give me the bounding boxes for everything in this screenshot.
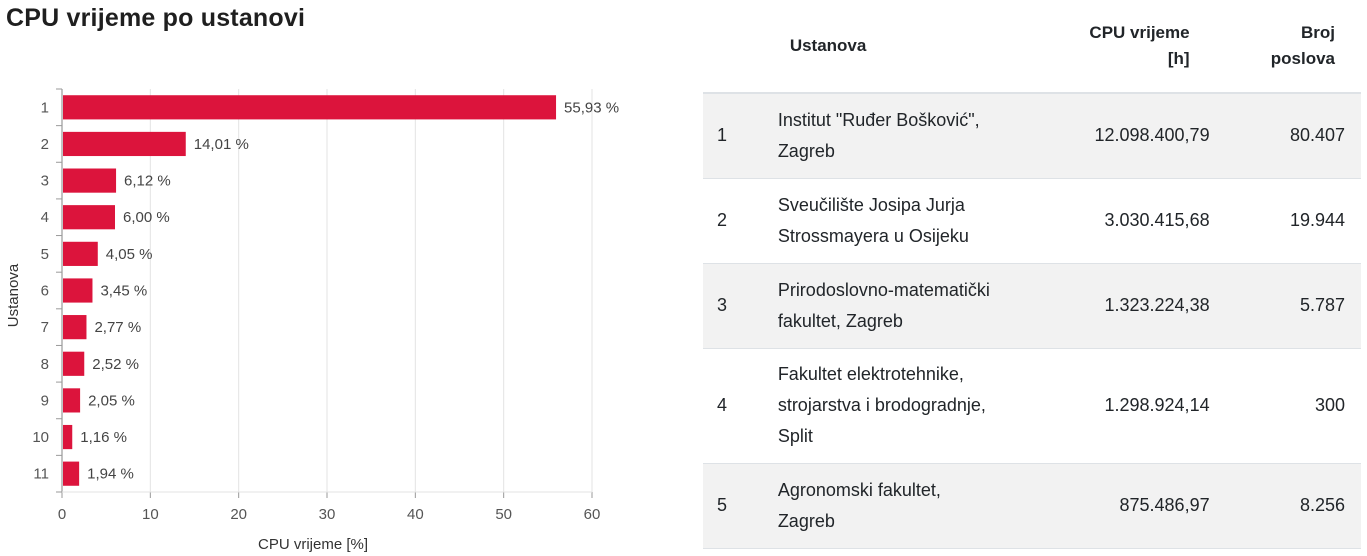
y-tick-label: 1 bbox=[41, 99, 49, 116]
bar-value-label: 1,16 % bbox=[80, 429, 127, 446]
header-cpu-time[interactable]: CPU vrijeme [h] bbox=[1039, 0, 1210, 94]
institution-name-line2: strojarstva i brodogradnje, bbox=[777, 395, 986, 415]
institution-name: Prirodoslovno-matematički fakultet, Zagre… bbox=[777, 263, 1040, 349]
cpu-time-value: 875.486,97 bbox=[1039, 463, 1210, 549]
row-rank: 1 bbox=[703, 93, 778, 179]
bar[interactable] bbox=[63, 205, 115, 230]
y-tick-label: 2 bbox=[41, 136, 49, 153]
job-count-value: 19.944 bbox=[1209, 178, 1361, 264]
x-tick-label: 40 bbox=[407, 506, 424, 523]
bar-value-label: 2,05 % bbox=[88, 392, 135, 409]
cpu-time-value: 1.323.224,38 bbox=[1039, 263, 1210, 349]
bar-value-label: 6,12 % bbox=[124, 173, 171, 190]
bar[interactable] bbox=[63, 168, 117, 193]
bar[interactable] bbox=[63, 315, 87, 340]
x-tick-label: 0 bbox=[58, 506, 66, 523]
cpu-time-value: 3.030.415,68 bbox=[1039, 178, 1210, 264]
y-tick-label: 6 bbox=[41, 283, 49, 300]
row-rank: 4 bbox=[703, 348, 778, 464]
y-axis-title: Ustanova bbox=[5, 263, 22, 327]
row-rank: 2 bbox=[703, 178, 778, 264]
x-tick-label: 10 bbox=[142, 506, 159, 523]
job-count-value: 5.787 bbox=[1209, 263, 1361, 349]
institution-name-line1: Sveučilište Josipa Jurja bbox=[777, 194, 965, 215]
x-axis-title: CPU vrijeme [%] bbox=[258, 536, 368, 553]
institution-name-line1: Agronomski fakultet, bbox=[777, 479, 941, 500]
y-tick-label: 11 bbox=[33, 466, 49, 483]
table-row: 1 Institut "Ruđer Bošković", Zagreb 12.098.… bbox=[703, 93, 1361, 179]
institution-name: Institut "Ruđer Bošković", Zagreb bbox=[777, 93, 1040, 179]
table-row: 2 Sveučilište Josipa Jurja Strossmayera u … bbox=[703, 178, 1361, 264]
x-tick-label: 50 bbox=[495, 506, 512, 523]
bar-chart: 0 10 20 30 40 50 60 1 2 3 4 5 6 7 8 9 10 11 55,93 % 14,01 … bbox=[5, 88, 619, 553]
header-institution[interactable]: Ustanova bbox=[777, 0, 1040, 94]
data-table: Ustanova CPU vrijeme [h] Broj poslova 1 Ins… bbox=[703, 0, 1361, 549]
institution-name-line1: Prirodoslovno-matematički bbox=[777, 279, 990, 300]
y-tick-label: 8 bbox=[41, 356, 49, 373]
header-job-count[interactable]: Broj poslova bbox=[1209, 0, 1361, 94]
y-tick-label: 3 bbox=[41, 173, 49, 190]
y-tick-label: 10 bbox=[32, 429, 49, 446]
institution-name: Agronomski fakultet, Zagreb bbox=[777, 463, 1040, 549]
job-count-value: 8.256 bbox=[1209, 463, 1361, 549]
institution-table: Ustanova CPU vrijeme [h] Broj poslova 1 Ins… bbox=[703, 0, 1361, 549]
y-tick-label: 7 bbox=[41, 319, 49, 336]
bar[interactable] bbox=[63, 278, 93, 303]
institution-name-line2: Zagreb bbox=[777, 510, 835, 531]
x-tick-label: 30 bbox=[319, 506, 336, 523]
institution-name-line1: Institut "Ruđer Bošković", bbox=[777, 109, 980, 130]
bar[interactable] bbox=[63, 424, 73, 450]
chart-title: CPU vrijeme po ustanovi bbox=[6, 4, 306, 32]
y-tick-label: 4 bbox=[41, 209, 49, 226]
cpu-time-value: 12.098.400,79 bbox=[1039, 93, 1210, 179]
bar-value-label: 2,52 % bbox=[92, 356, 139, 373]
bar-value-label: 14,01 % bbox=[194, 136, 249, 153]
x-tick-label: 60 bbox=[584, 506, 601, 523]
x-tick-label: 20 bbox=[230, 506, 247, 523]
header-cpu-line1: CPU vrijeme bbox=[1089, 23, 1190, 42]
cpu-time-value: 1.298.924,14 bbox=[1039, 348, 1210, 464]
institution-name-line3: Split bbox=[777, 426, 813, 446]
y-tick-label: 5 bbox=[41, 246, 49, 263]
bar[interactable] bbox=[63, 131, 186, 157]
header-jobs-line2: poslova bbox=[1270, 49, 1335, 68]
bar[interactable] bbox=[63, 388, 81, 413]
bar-value-label: 3,45 % bbox=[100, 283, 147, 300]
institution-name-line2: Zagreb bbox=[777, 140, 835, 161]
table-row: 5 Agronomski fakultet, Zagreb 875.486,97 8.2… bbox=[703, 463, 1361, 549]
y-tick-label: 9 bbox=[41, 392, 49, 409]
header-cpu-line2: [h] bbox=[1167, 49, 1190, 68]
bar[interactable] bbox=[63, 95, 557, 120]
bar-value-label: 1,94 % bbox=[87, 466, 134, 483]
institution-name-line2: Strossmayera u Osijeku bbox=[777, 225, 969, 246]
header-rank bbox=[703, 0, 778, 94]
header-institution-label: Ustanova bbox=[789, 36, 867, 55]
job-count-value: 300 bbox=[1209, 348, 1361, 464]
bar-value-label: 55,93 % bbox=[564, 99, 619, 116]
bar-value-label: 6,00 % bbox=[123, 209, 170, 226]
header-jobs-line1: Broj bbox=[1301, 23, 1335, 42]
table-row: 4 Fakultet elektrotehnike, strojarstva i b… bbox=[703, 348, 1361, 464]
bar[interactable] bbox=[63, 351, 85, 376]
job-count-value: 80.407 bbox=[1209, 93, 1361, 179]
table-header-row: Ustanova CPU vrijeme [h] Broj poslova bbox=[703, 0, 1361, 94]
bar[interactable] bbox=[63, 241, 98, 266]
row-rank: 3 bbox=[703, 263, 778, 349]
institution-name-line1: Fakultet elektrotehnike, bbox=[777, 364, 964, 384]
institution-name: Sveučilište Josipa Jurja Strossmayera u O… bbox=[777, 178, 1040, 264]
institution-name-line2: fakultet, Zagreb bbox=[777, 310, 903, 331]
bar-value-label: 4,05 % bbox=[106, 246, 153, 263]
institution-name: Fakultet elektrotehnike, strojarstva i br… bbox=[777, 348, 1040, 464]
table-row: 3 Prirodoslovno-matematički fakultet, Zagr… bbox=[703, 263, 1361, 349]
bar-value-label: 2,77 % bbox=[94, 319, 141, 336]
bar[interactable] bbox=[63, 461, 80, 486]
row-rank: 5 bbox=[703, 463, 778, 549]
